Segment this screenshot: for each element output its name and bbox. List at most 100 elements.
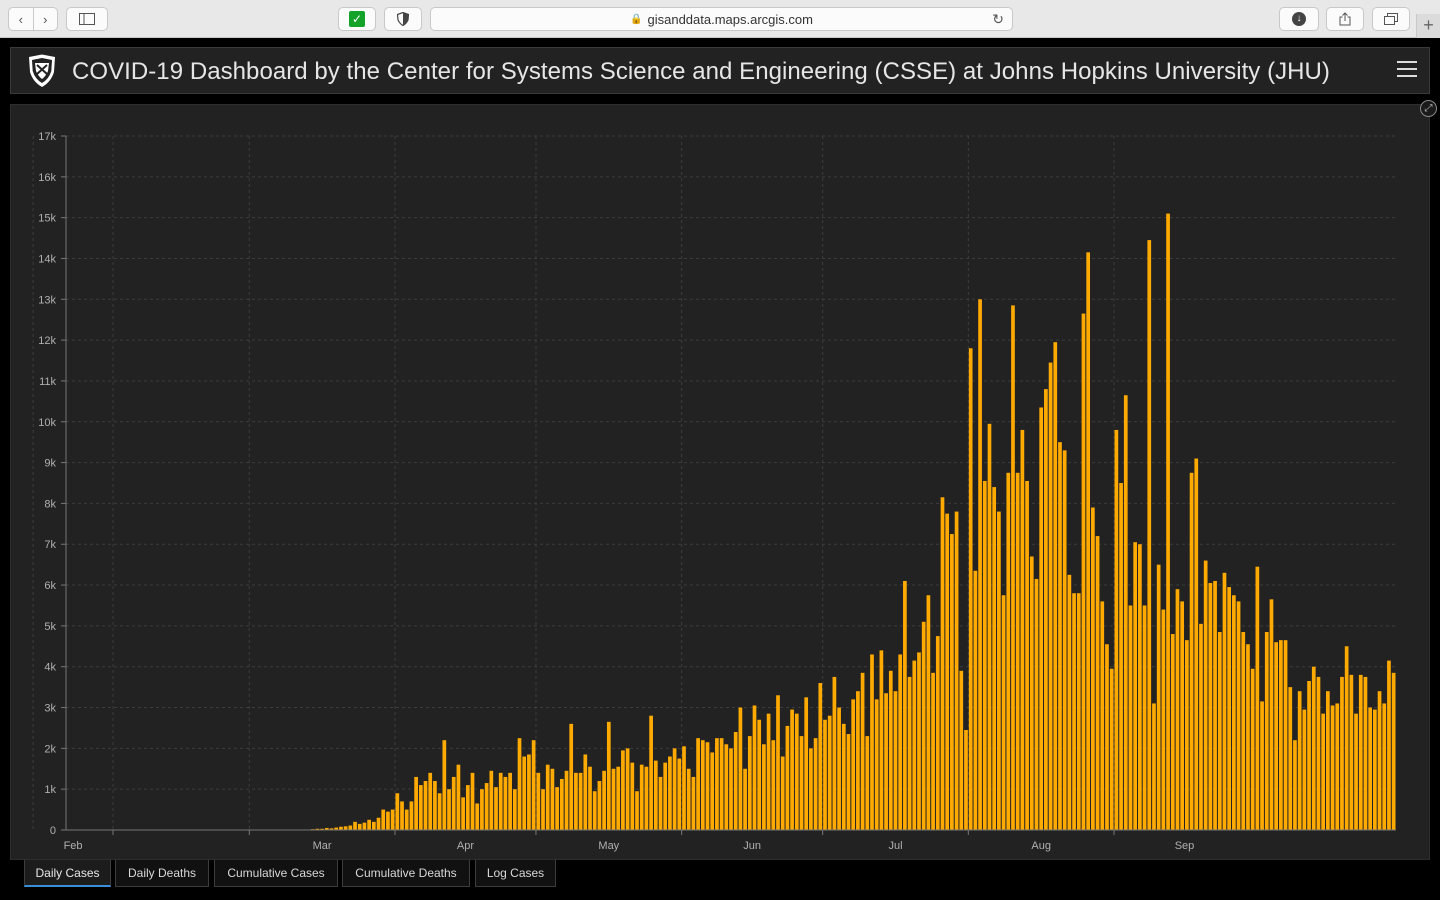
bar[interactable] — [503, 776, 508, 830]
bar[interactable] — [672, 748, 677, 830]
tab-daily-deaths[interactable]: Daily Deaths — [115, 860, 209, 887]
bar[interactable] — [893, 691, 898, 830]
bar[interactable] — [630, 762, 635, 830]
bar[interactable] — [1208, 583, 1213, 830]
bar[interactable] — [888, 670, 893, 830]
bar[interactable] — [1227, 587, 1232, 830]
bar[interactable] — [1326, 691, 1330, 830]
bar[interactable] — [851, 699, 856, 830]
bar[interactable] — [865, 736, 870, 830]
bar[interactable] — [870, 654, 874, 830]
bar[interactable] — [762, 744, 766, 830]
bar[interactable] — [804, 697, 809, 830]
bar[interactable] — [400, 801, 404, 830]
bar[interactable] — [903, 580, 907, 830]
bar[interactable] — [912, 660, 917, 830]
bar[interactable] — [475, 803, 480, 830]
bar[interactable] — [743, 768, 747, 830]
bar[interactable] — [1368, 707, 1373, 830]
bar[interactable] — [1199, 623, 1203, 830]
bar[interactable] — [1034, 578, 1039, 830]
bar[interactable] — [1091, 507, 1095, 830]
share-button[interactable] — [1326, 7, 1364, 31]
bar[interactable] — [997, 511, 1001, 830]
bar[interactable] — [644, 766, 649, 830]
bar[interactable] — [846, 734, 851, 830]
bar[interactable] — [668, 756, 672, 830]
bar[interactable] — [766, 713, 771, 830]
bar[interactable] — [1349, 674, 1354, 830]
bar[interactable] — [602, 770, 606, 830]
bar[interactable] — [705, 742, 710, 830]
bar[interactable] — [1170, 634, 1175, 830]
tab-log-cases[interactable]: Log Cases — [475, 860, 556, 887]
bar[interactable] — [386, 811, 390, 830]
bar[interactable] — [564, 770, 569, 830]
bar[interactable] — [625, 748, 630, 830]
bar[interactable] — [545, 764, 550, 830]
bar[interactable] — [738, 707, 743, 830]
bar[interactable] — [1189, 472, 1194, 830]
address-bar[interactable]: 🔒 gisanddata.maps.arcgis.com ↻ — [430, 7, 1013, 31]
bar[interactable] — [710, 752, 715, 830]
bar[interactable] — [334, 827, 339, 830]
bar[interactable] — [1264, 632, 1269, 830]
bar[interactable] — [1363, 676, 1368, 830]
bar[interactable] — [1213, 580, 1217, 830]
bar[interactable] — [1147, 240, 1152, 831]
bar[interactable] — [1175, 589, 1180, 830]
bar[interactable] — [1076, 593, 1081, 830]
bar[interactable] — [1288, 687, 1293, 830]
bar[interactable] — [950, 534, 954, 830]
bar[interactable] — [917, 652, 921, 830]
bar[interactable] — [1255, 566, 1260, 830]
bar[interactable] — [898, 654, 903, 830]
bar[interactable] — [362, 822, 367, 830]
bar[interactable] — [574, 772, 578, 830]
bar[interactable] — [1001, 595, 1006, 830]
bar[interactable] — [1316, 676, 1321, 830]
bar[interactable] — [1274, 642, 1279, 830]
bar[interactable] — [682, 746, 686, 830]
bar[interactable] — [1335, 703, 1340, 830]
bar[interactable] — [442, 740, 447, 830]
bar[interactable] — [1020, 429, 1025, 830]
bar[interactable] — [1354, 713, 1358, 830]
bar[interactable] — [559, 778, 564, 830]
bar[interactable] — [522, 756, 527, 830]
tab-daily-cases[interactable]: Daily Cases — [24, 860, 111, 887]
bar[interactable] — [1119, 483, 1123, 830]
bar[interactable] — [315, 828, 320, 830]
bar[interactable] — [1241, 632, 1246, 830]
bar[interactable] — [1236, 601, 1241, 830]
bar[interactable] — [367, 819, 371, 830]
bar[interactable] — [395, 793, 400, 830]
bar[interactable] — [832, 676, 837, 830]
bar[interactable] — [606, 721, 611, 830]
bar[interactable] — [371, 821, 376, 830]
bar[interactable] — [1185, 640, 1189, 830]
bar[interactable] — [978, 299, 982, 830]
bar[interactable] — [856, 691, 860, 830]
bar[interactable] — [987, 423, 992, 830]
bar[interactable] — [390, 809, 395, 830]
bar[interactable] — [1250, 668, 1255, 830]
bar[interactable] — [583, 754, 588, 830]
bar[interactable] — [809, 748, 813, 830]
tab-overview-button[interactable] — [1372, 7, 1410, 31]
bar[interactable] — [813, 738, 818, 830]
bar[interactable] — [1138, 544, 1142, 830]
bar[interactable] — [776, 695, 780, 830]
bar[interactable] — [494, 787, 498, 830]
bar[interactable] — [484, 783, 489, 830]
bar[interactable] — [884, 693, 888, 830]
bar[interactable] — [1029, 556, 1034, 830]
bar[interactable] — [931, 672, 935, 830]
bar[interactable] — [1095, 536, 1100, 830]
bar[interactable] — [691, 776, 696, 830]
bar[interactable] — [451, 776, 456, 830]
bar[interactable] — [935, 636, 940, 830]
bar[interactable] — [1114, 429, 1119, 830]
privacy-button[interactable] — [384, 7, 422, 31]
bar[interactable] — [592, 791, 597, 830]
